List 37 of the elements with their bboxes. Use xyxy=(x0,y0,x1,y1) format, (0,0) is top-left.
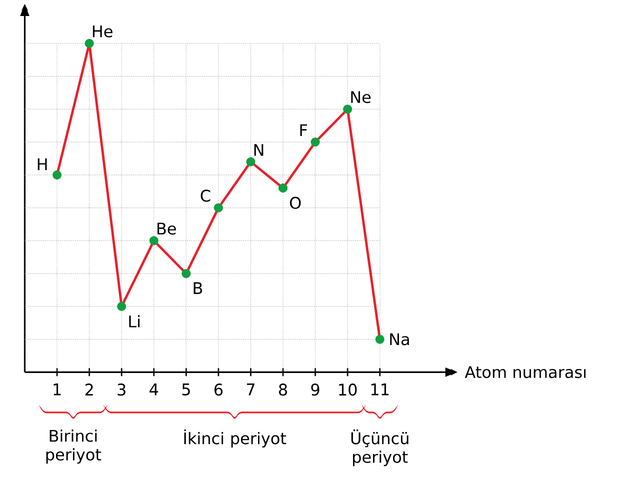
x-tick-label: 11 xyxy=(371,383,389,396)
x-tick-label: 6 xyxy=(214,383,223,396)
x-tick-label: 9 xyxy=(311,383,320,396)
point xyxy=(278,183,288,193)
x-tick-label: 2 xyxy=(85,383,93,396)
point xyxy=(84,38,94,48)
annotation: Li xyxy=(129,315,140,328)
x-tick-label: 1 xyxy=(54,383,61,396)
annotation: C xyxy=(200,190,210,202)
x-tick-label: 3 xyxy=(118,383,126,396)
x-tick-label: 4 xyxy=(150,383,158,396)
x-tick-label: 5 xyxy=(182,383,190,396)
point xyxy=(310,137,320,146)
annotation: F xyxy=(300,124,307,136)
x-tick-label: 10 xyxy=(339,383,357,396)
point xyxy=(117,302,126,311)
point xyxy=(343,104,352,114)
x-tick-label: 7 xyxy=(246,383,254,396)
point xyxy=(375,334,384,344)
point xyxy=(246,157,256,166)
annotation: He xyxy=(92,25,112,38)
point xyxy=(149,236,158,246)
x-axis-title: Atom numarası xyxy=(464,366,586,378)
point xyxy=(182,268,191,278)
annotation: Na xyxy=(390,333,409,346)
annotation: H xyxy=(38,158,47,170)
text: Üçüncü periyot xyxy=(351,429,408,466)
annotation: Be xyxy=(158,222,176,235)
annotation: O xyxy=(290,196,301,209)
text: Birinci periyot xyxy=(46,429,102,464)
annotation: Ne xyxy=(351,91,371,104)
annotation: N xyxy=(254,144,264,156)
text: İkinci periyot xyxy=(184,429,286,448)
annotation: B xyxy=(194,282,202,294)
point xyxy=(52,170,62,180)
x-tick-label: 8 xyxy=(279,383,288,396)
point xyxy=(214,203,223,212)
